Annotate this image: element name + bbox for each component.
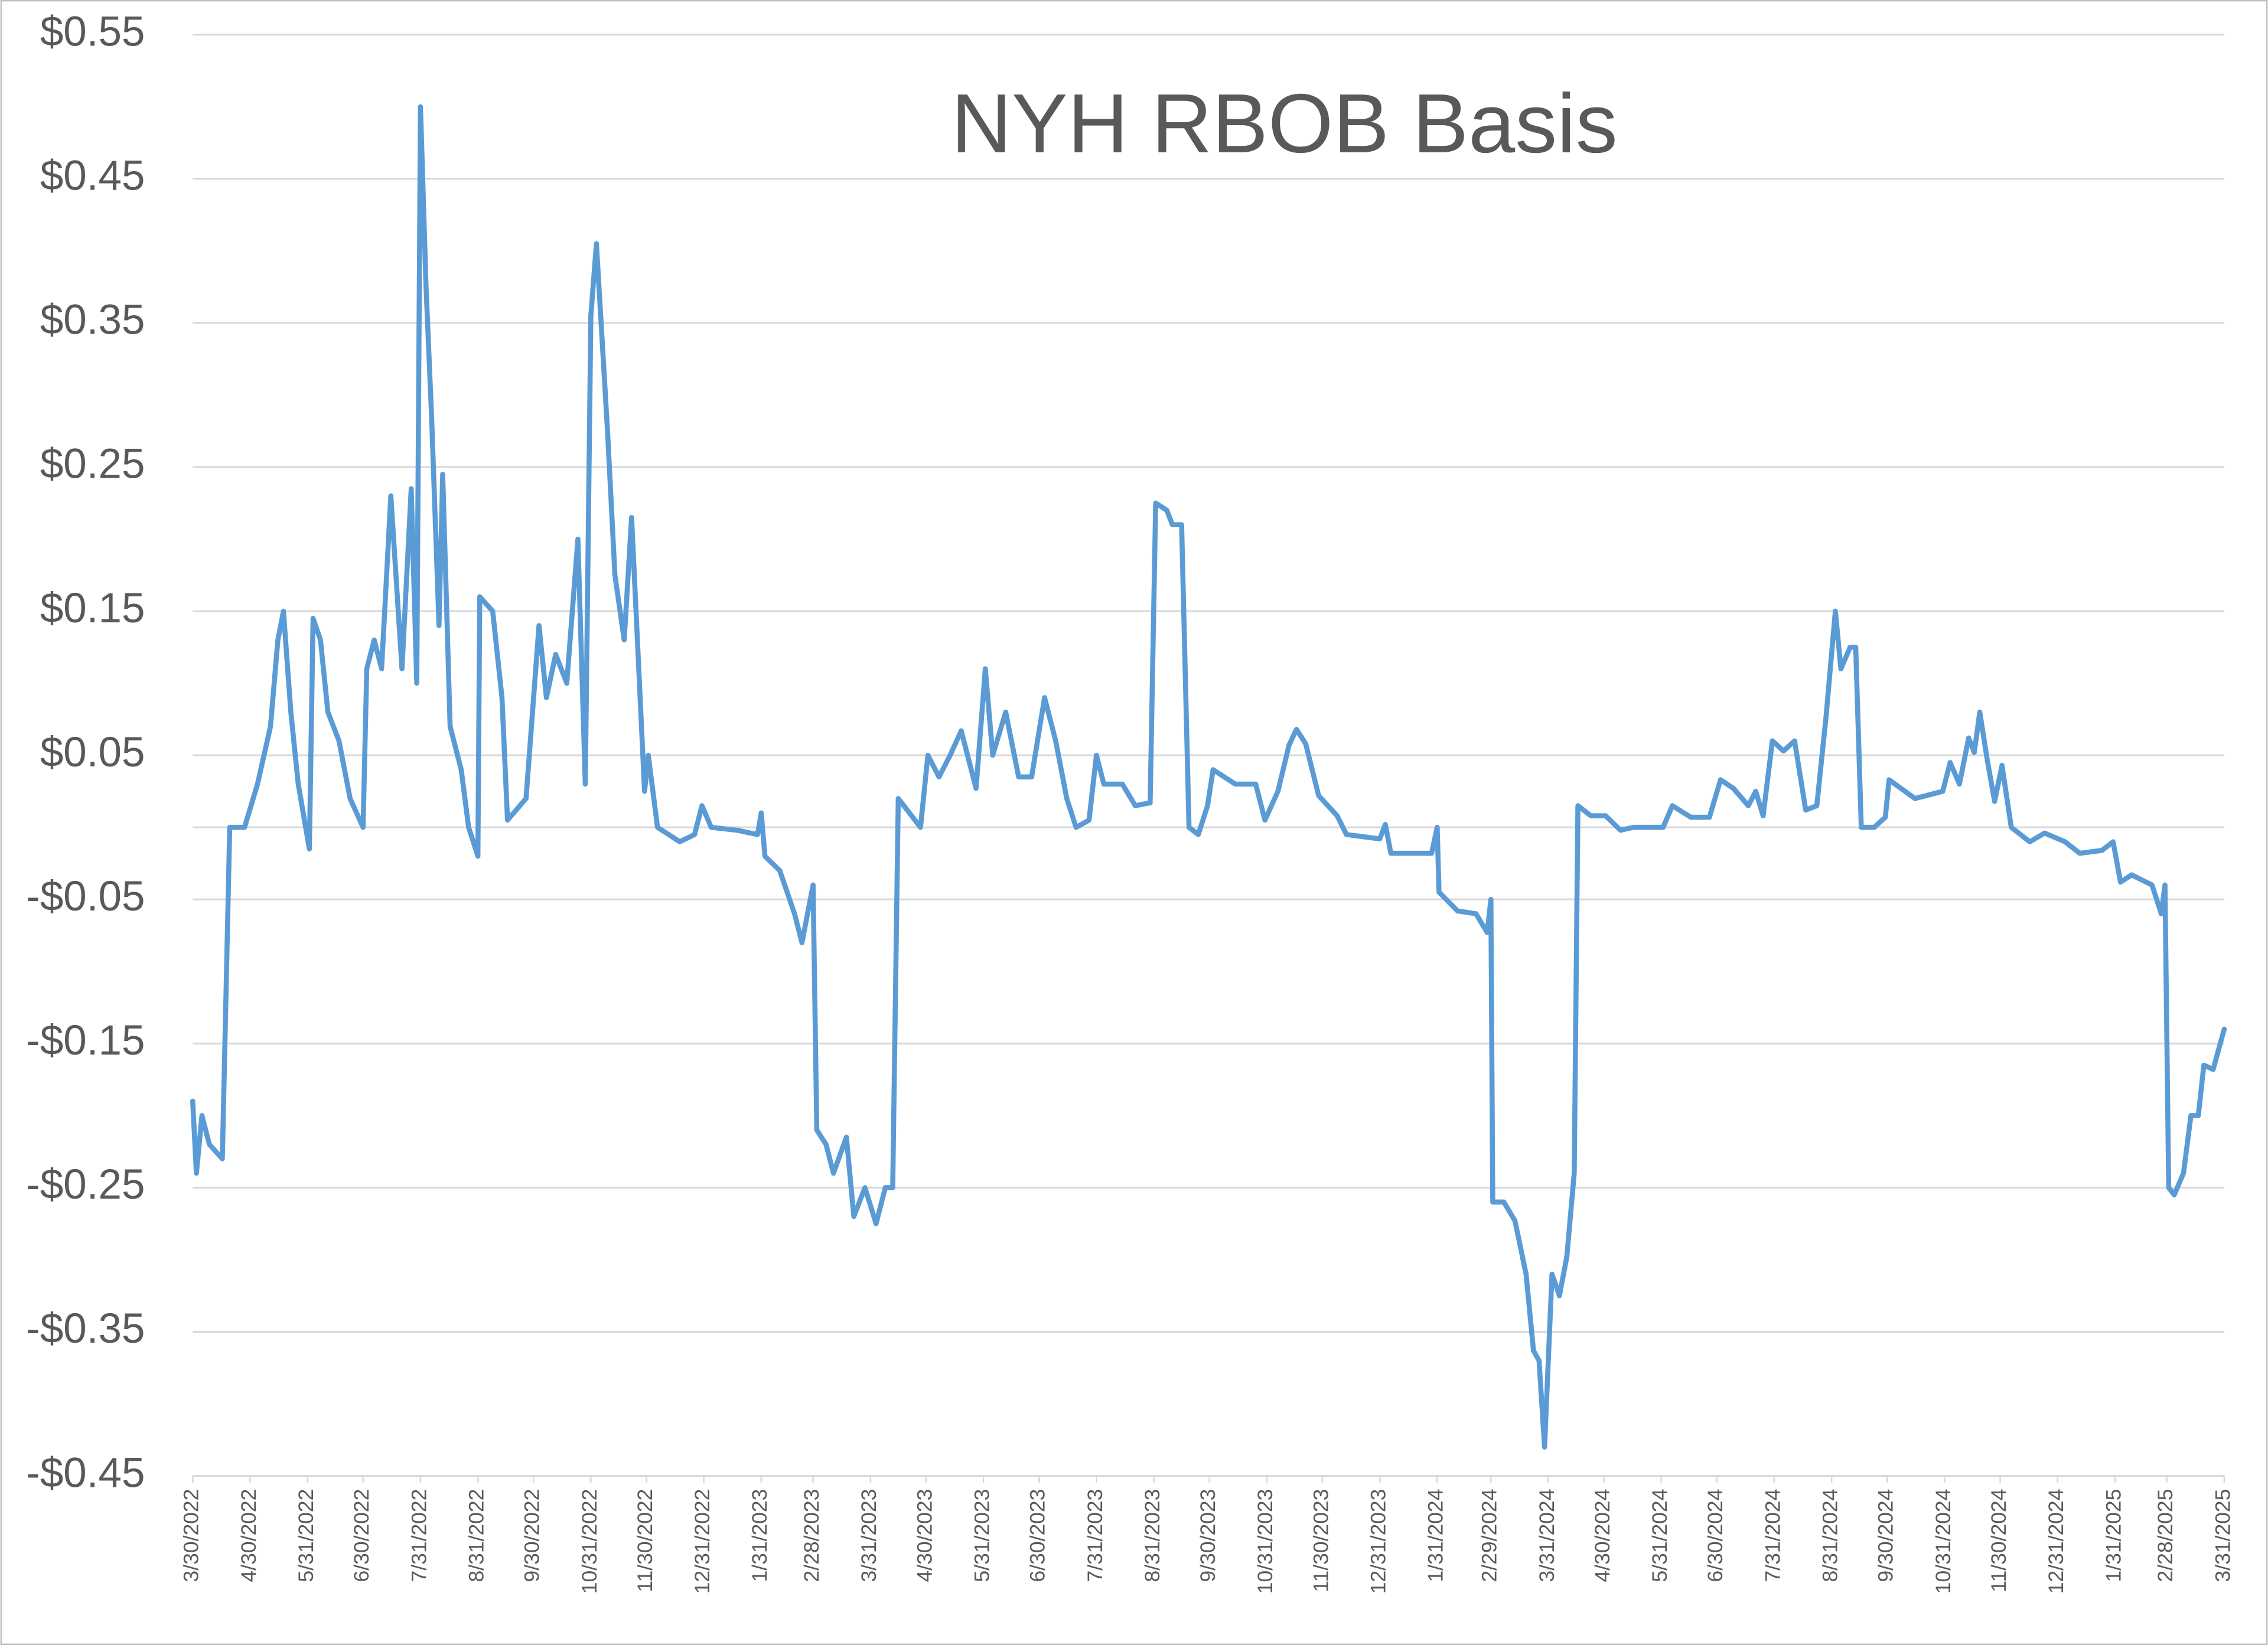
x-tick-label: 4/30/2024	[1591, 1489, 1614, 1582]
x-tick-label: 8/31/2024	[1819, 1489, 1842, 1582]
x-tick-label: 2/29/2024	[1478, 1489, 1501, 1582]
x-tick-label: 5/31/2024	[1648, 1489, 1671, 1582]
y-tick-label: $0.25	[40, 441, 145, 488]
x-tick-label: 6/30/2024	[1703, 1489, 1727, 1582]
x-tick-label: 5/31/2022	[294, 1489, 318, 1582]
x-tick-label: 10/31/2022	[578, 1489, 601, 1594]
y-tick-label: -$0.45	[26, 1450, 145, 1496]
chart-title: NYH RBOB Basis	[951, 77, 1617, 171]
x-tick-label: 12/31/2023	[1366, 1489, 1390, 1594]
x-tick-label: 11/30/2023	[1309, 1489, 1332, 1592]
x-tick-label: 10/31/2023	[1253, 1489, 1277, 1594]
x-tick-label: 12/31/2024	[2044, 1489, 2068, 1594]
x-tick-label: 11/30/2022	[633, 1489, 657, 1592]
x-tick-label: 2/28/2023	[800, 1489, 823, 1582]
x-tick-label: 9/30/2024	[1874, 1489, 1898, 1582]
data-line	[190, 104, 2227, 1450]
x-tick-label: 12/31/2022	[690, 1489, 714, 1594]
x-tick-label: 1/31/2024	[1424, 1489, 1448, 1582]
x-tick-label: 3/31/2024	[1535, 1489, 1559, 1582]
x-tick-label: 1/31/2025	[2101, 1489, 2125, 1582]
y-tick-label: -$0.35	[26, 1305, 145, 1352]
y-tick-label: $0.55	[40, 9, 145, 56]
x-tick-label: 3/30/2022	[180, 1489, 203, 1582]
x-tick-label: 6/30/2023	[1026, 1489, 1050, 1582]
x-tick-label: 6/30/2022	[350, 1489, 373, 1582]
x-tick-label: 8/31/2023	[1140, 1489, 1164, 1582]
x-tick-label: 8/31/2022	[464, 1489, 488, 1582]
x-tick-label: 4/30/2023	[913, 1489, 936, 1582]
y-tick-label: $0.15	[40, 585, 145, 632]
x-tick-label: 10/31/2024	[1931, 1489, 1955, 1594]
x-tick-label: 4/30/2022	[237, 1489, 260, 1582]
y-tick-label: -$0.25	[26, 1161, 145, 1208]
x-tick-label: 9/30/2022	[520, 1489, 544, 1582]
y-tick-label: $0.35	[40, 297, 145, 344]
y-tick-label: $0.45	[40, 153, 145, 200]
y-tick-label: -$0.05	[26, 873, 145, 920]
x-tick-label: 2/28/2025	[2153, 1489, 2177, 1582]
x-tick-label: 7/31/2022	[407, 1489, 431, 1582]
x-tick-label: 9/30/2023	[1196, 1489, 1220, 1582]
x-tick-label: 7/31/2023	[1083, 1489, 1107, 1582]
x-tick-label: 1/31/2023	[748, 1489, 771, 1582]
x-tick-label: 3/31/2023	[857, 1489, 881, 1582]
x-tick-label: 11/30/2024	[1987, 1489, 2010, 1592]
x-tick-label: 5/31/2023	[970, 1489, 993, 1582]
y-tick-label: -$0.15	[26, 1017, 145, 1064]
y-tick-label: $0.05	[40, 729, 145, 776]
x-tick-label: 7/31/2024	[1761, 1489, 1784, 1582]
x-tick-label: 3/31/2025	[2211, 1489, 2234, 1582]
